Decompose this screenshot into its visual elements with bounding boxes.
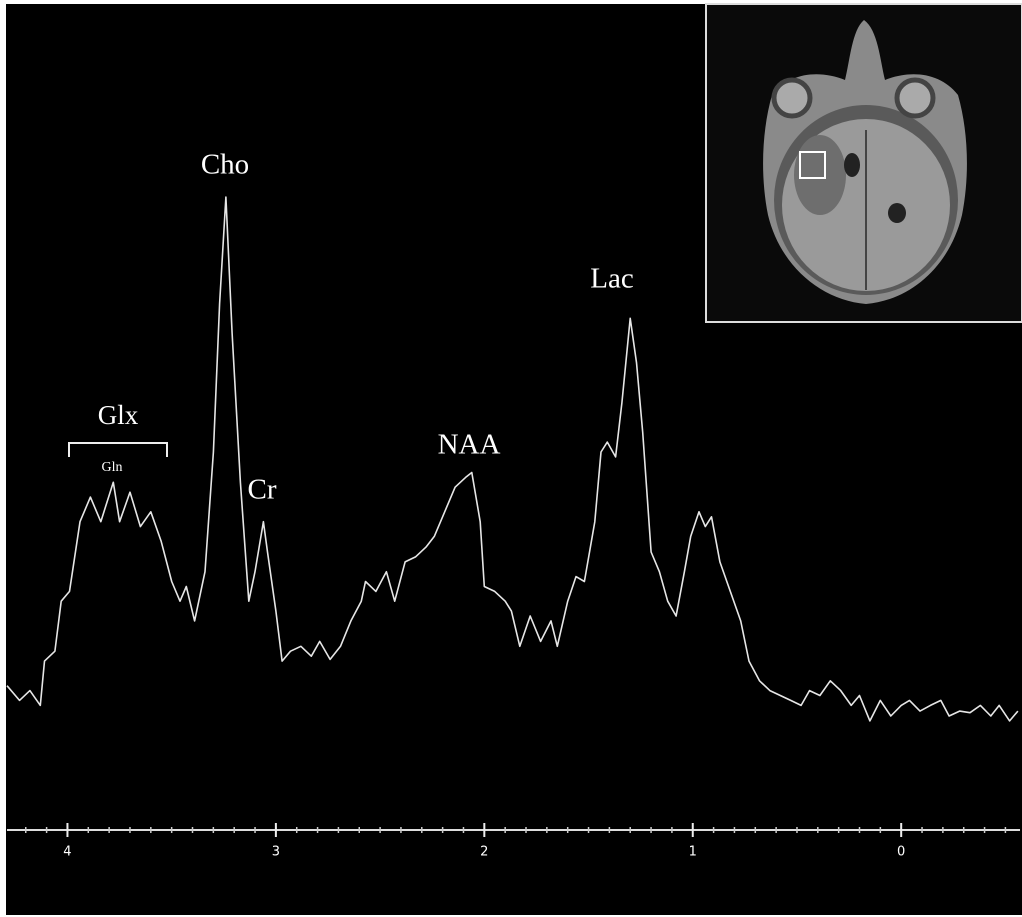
x-tick-label: 2: [480, 845, 488, 860]
peak-label: Cr: [248, 474, 277, 506]
inset-lesion: [794, 135, 846, 215]
x-tick-label: 0: [897, 845, 905, 860]
x-tick-label: 1: [689, 845, 697, 860]
peak-label: Cho: [201, 149, 249, 181]
peak-label: NAA: [438, 429, 501, 461]
x-tick-label: 3: [272, 845, 280, 860]
inset-eye: [774, 80, 810, 116]
page: 43210ChoCrNAALacGlxGln (() => { const da…: [0, 0, 1022, 917]
peak-label: Gln: [102, 460, 123, 475]
inset-eye: [897, 80, 933, 116]
x-tick-label: 4: [63, 845, 71, 860]
peak-label: Glx: [98, 400, 139, 430]
inset-ventricle: [844, 153, 860, 177]
peak-label: Lac: [590, 263, 633, 295]
mri-inset: [706, 4, 1022, 322]
inset-ventricle: [888, 203, 906, 223]
chart: 4 3 2 1 0 Cho Cr NAA Lac Glx Gln: [0, 0, 1022, 917]
